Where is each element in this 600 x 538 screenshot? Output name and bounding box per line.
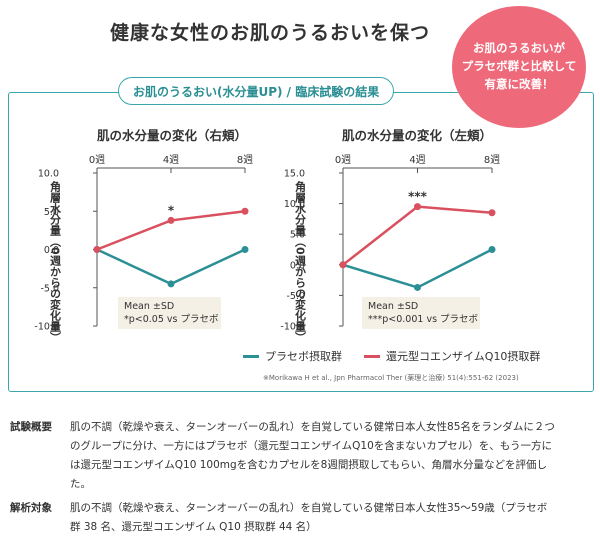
info-key: 解析対象 [10, 502, 52, 514]
data-point [241, 246, 249, 253]
info-line: た。 [70, 478, 91, 490]
note-box [362, 297, 480, 329]
series-line [342, 248, 493, 289]
info-key: 試験概要 [10, 421, 52, 433]
legend-item-coq10: 還元型コエンザイムQ10摂取群 [364, 348, 540, 364]
series-line [96, 248, 246, 286]
panel-title: お肌のうるおい(水分量UP) / 臨床試験の結果 [118, 77, 395, 105]
note-box [118, 297, 221, 329]
y-tick-label: -5.0 [286, 291, 305, 302]
y-tick-label: 10.0 [38, 169, 59, 180]
note-line: *p<0.05 vs プラセボ [124, 314, 219, 325]
y-tick-label: 15.0 [284, 169, 305, 180]
badge-line: 有意に改善！ [484, 76, 554, 91]
data-point [488, 246, 496, 253]
info-line: は還元型コエンザイムQ10 100mgを含むカプセルを8週間摂取してもらい、角層… [70, 459, 548, 471]
significance-marker: * [168, 203, 175, 217]
legend-item-placebo: プラセボ摂取群 [243, 348, 342, 364]
info-line: 群 38 名、還元型コエンザイム Q10 摂取群 44 名） [70, 521, 317, 533]
data-point [241, 207, 249, 215]
info-line: 肌の不調（乾燥や衰え、ターンオーバーの乱れ）を自覚している健常日本人女性85名を… [70, 421, 555, 433]
y-tick-label: 0.0 [290, 260, 305, 271]
data-point [414, 283, 421, 291]
y-axis-label: 角層水分量（0週からの変化量） [294, 180, 308, 343]
x-tick-label: 0週 [89, 154, 105, 166]
info-value: 肌の不調（乾燥や衰え、ターンオーバーの乱れ）を自覚している健常日本人女性35～5… [70, 499, 590, 537]
info-value: 肌の不調（乾燥や衰え、ターンオーバーの乱れ）を自覚している健常日本人女性85名を… [70, 418, 590, 494]
note-line: Mean ±SD [368, 301, 418, 312]
y-tick-label: 5.0 [44, 207, 59, 218]
chart-title: 肌の水分量の変化（左頬） [341, 128, 492, 143]
legend-swatch [364, 354, 380, 358]
y-tick-label: 10.0 [284, 199, 305, 210]
y-axis-label: 角層水分量（0週からの変化量） [49, 180, 63, 343]
x-tick-label: 4週 [409, 154, 425, 166]
legend-label: 還元型コエンザイムQ10摂取群 [386, 350, 541, 363]
data-point [339, 261, 347, 269]
badge-line: お肌のうるおいが [473, 41, 565, 56]
note-line: ***p<0.001 vs プラセボ [368, 314, 479, 325]
x-tick-label: 8週 [237, 154, 253, 166]
chart-title: 肌の水分量の変化（右頬） [96, 128, 247, 143]
note-line: Mean ±SD [124, 301, 174, 312]
data-point [488, 209, 496, 217]
y-tick-label: -10.0 [34, 322, 59, 333]
significance-marker: *** [408, 190, 428, 204]
source-citation: ※Morikawa H et al., Jpn Pharmacol Ther (… [263, 374, 519, 382]
y-tick-label: 0.0 [44, 245, 59, 256]
legend-label: プラセボ摂取群 [265, 350, 342, 363]
y-tick-label: -5.0 [40, 283, 59, 294]
legend-swatch [243, 354, 259, 358]
x-tick-label: 0週 [335, 154, 351, 166]
data-point [93, 246, 101, 253]
x-tick-label: 8週 [484, 154, 500, 166]
info-line: 肌の不調（乾燥や衰え、ターンオーバーの乱れ）を自覚している健常日本人女性35～5… [70, 502, 548, 514]
badge-line: プラセボ群と比較して [461, 59, 577, 74]
result-badge: お肌のうるおいが プラセボ群と比較して 有意に改善！ [452, 6, 586, 128]
y-tick-label: 5.0 [290, 230, 305, 241]
info-line: のグループに分け、一方にはプラセボ（還元型コエンザイムQ10を含まないカプセル）… [70, 440, 552, 452]
x-tick-label: 4週 [163, 154, 179, 166]
data-point [414, 203, 421, 211]
y-tick-label: -10.0 [280, 322, 305, 333]
data-point [167, 280, 175, 288]
page-title: 健康な女性のお肌のうるおいを保つ [109, 22, 430, 44]
series-line [342, 205, 493, 266]
data-point [167, 216, 175, 224]
legend: プラセボ摂取群 還元型コエンザイムQ10摂取群 [243, 348, 562, 364]
